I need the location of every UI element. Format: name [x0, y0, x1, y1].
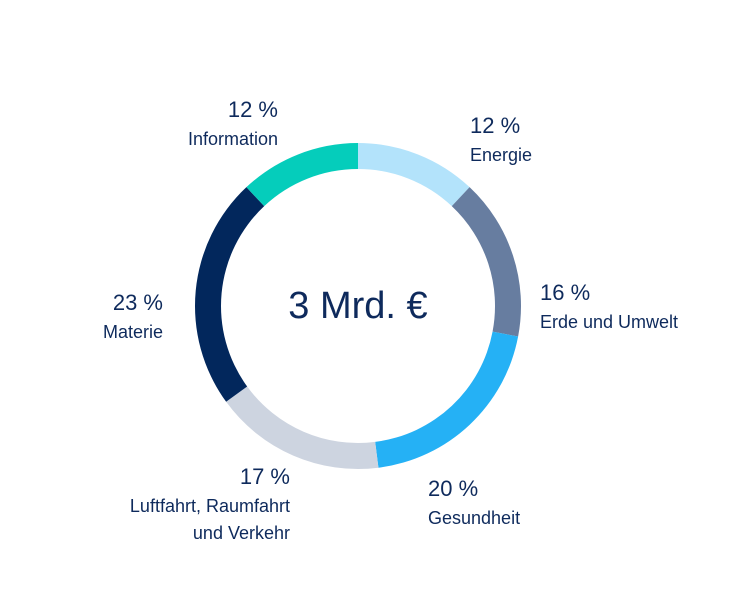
slice-luftfahrt-raumfahrt-und-verkehr [226, 386, 379, 469]
category-label-luftfahrt-raumfahrt-und-verkehr-line-1: Luftfahrt, Raumfahrt [130, 496, 290, 516]
category-label-erde-und-umwelt: Erde und Umwelt [540, 312, 678, 332]
donut-slices [195, 143, 521, 469]
category-label-materie: Materie [103, 322, 163, 342]
category-label-energie: Energie [470, 145, 532, 165]
slice-information [246, 143, 358, 207]
percent-label-erde-und-umwelt: 16 % [540, 280, 590, 305]
slice-gesundheit [375, 331, 519, 468]
slice-materie [195, 187, 265, 402]
percent-label-materie: 23 % [113, 290, 163, 315]
slice-energie [358, 143, 470, 207]
category-label-information: Information [188, 129, 278, 149]
percent-label-luftfahrt-raumfahrt-und-verkehr: 17 % [240, 464, 290, 489]
slice-labels: 12 % Energie 16 % Erde und Umwelt 20 % Gesund… [103, 97, 678, 543]
slice-erde-und-umwelt [451, 187, 521, 337]
center-label: 3 Mrd. € [288, 285, 427, 327]
category-label-gesundheit: Gesundheit [428, 508, 520, 528]
category-label-luftfahrt-raumfahrt-und-verkehr-line-2: und Verkehr [193, 523, 290, 543]
percent-label-information: 12 % [228, 97, 278, 122]
percent-label-energie: 12 % [470, 113, 520, 138]
percent-label-gesundheit: 20 % [428, 476, 478, 501]
